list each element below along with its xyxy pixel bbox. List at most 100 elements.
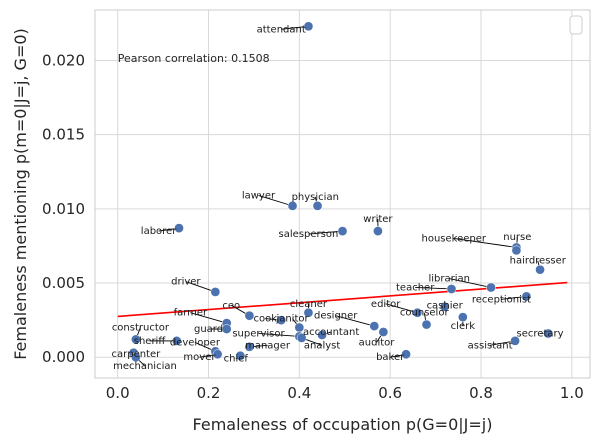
data-point bbox=[174, 223, 184, 233]
point-label: manager bbox=[245, 340, 291, 351]
data-point bbox=[171, 336, 182, 346]
data-point bbox=[210, 287, 221, 297]
data-point bbox=[510, 336, 520, 346]
y-tick-label: 0.020 bbox=[42, 51, 85, 69]
y-tick-label: 0.005 bbox=[42, 274, 85, 292]
point-label: clerk bbox=[451, 321, 476, 332]
point-label: editor bbox=[371, 299, 401, 310]
point-label: designer bbox=[314, 311, 358, 322]
leader-line bbox=[453, 238, 517, 248]
data-point bbox=[131, 352, 141, 363]
pearson-annotation: Pearson correlation: 0.1508 bbox=[118, 52, 270, 65]
data-point bbox=[235, 350, 246, 361]
point-label: baker bbox=[376, 352, 405, 363]
point-label: attendant bbox=[257, 24, 306, 35]
data-point bbox=[296, 333, 307, 343]
point-label: carpenter bbox=[111, 349, 161, 360]
leader-line bbox=[308, 230, 343, 235]
point-label: lawyer bbox=[242, 190, 276, 201]
data-point bbox=[317, 330, 327, 340]
point-label: farmer bbox=[174, 308, 208, 319]
data-points bbox=[128, 21, 554, 363]
leader-line bbox=[415, 287, 452, 290]
point-label: salesperson bbox=[279, 229, 339, 240]
data-point bbox=[511, 245, 522, 256]
point-label: teacher bbox=[396, 282, 435, 293]
point-label: physician bbox=[292, 192, 339, 203]
data-point bbox=[303, 21, 314, 32]
x-axis-ticks: 0.0 0.2 0.4 0.6 0.8 1.0 bbox=[106, 384, 584, 402]
point-label: hairdresser bbox=[510, 256, 567, 267]
point-label: guard bbox=[194, 324, 223, 335]
point-label: mechanician bbox=[113, 361, 177, 372]
x-axis-label: Femaleness of occupation p(G=0|J=j) bbox=[193, 415, 493, 434]
point-label: laborer bbox=[141, 226, 177, 237]
data-point bbox=[457, 312, 468, 323]
point-label: mover bbox=[183, 352, 216, 363]
data-point bbox=[369, 321, 380, 331]
point-label: janitor bbox=[275, 314, 309, 325]
x-tick-label: 0.6 bbox=[378, 384, 402, 402]
x-tick-label: 1.0 bbox=[560, 384, 584, 402]
x-tick-label: 0.2 bbox=[197, 384, 221, 402]
data-point bbox=[287, 201, 298, 211]
x-tick-label: 0.8 bbox=[469, 384, 493, 402]
leader-line bbox=[449, 278, 492, 288]
point-label: analyst bbox=[304, 340, 341, 351]
point-label: accountant bbox=[303, 327, 359, 338]
point-labels: attendant laborer lawyer physician salespers… bbox=[111, 24, 566, 372]
point-label: writer bbox=[363, 214, 393, 225]
data-point bbox=[244, 341, 255, 352]
data-point bbox=[446, 284, 457, 294]
data-point bbox=[521, 291, 532, 302]
data-point bbox=[312, 201, 323, 211]
point-label: receptionist bbox=[472, 294, 531, 305]
data-point bbox=[439, 301, 450, 312]
y-tick-label: 0.015 bbox=[42, 126, 85, 144]
leader-line bbox=[385, 303, 418, 314]
legend-box bbox=[569, 15, 583, 35]
data-point bbox=[378, 327, 389, 337]
leader-line bbox=[258, 333, 300, 337]
point-label: supervisor bbox=[232, 328, 285, 339]
data-point bbox=[212, 349, 223, 360]
point-label: constructor bbox=[112, 323, 170, 334]
point-label: housekeeper bbox=[422, 233, 487, 244]
point-label: driver bbox=[171, 277, 201, 288]
point-label: counselor bbox=[400, 308, 450, 319]
point-label: secretary bbox=[517, 328, 564, 339]
x-tick-label: 0.4 bbox=[287, 384, 311, 402]
point-label: sheriff bbox=[134, 336, 167, 347]
data-point bbox=[535, 264, 545, 275]
data-point bbox=[303, 307, 314, 318]
leader-line bbox=[258, 195, 293, 207]
y-axis-ticks: 0.000 0.005 0.010 0.015 0.020 bbox=[42, 51, 85, 366]
x-tick-label: 0.0 bbox=[106, 384, 130, 402]
leader-line bbox=[335, 315, 375, 327]
leader-line bbox=[190, 312, 227, 324]
point-label: assistant bbox=[468, 340, 513, 351]
data-point bbox=[276, 315, 287, 325]
data-point bbox=[543, 328, 554, 339]
point-label: auditor bbox=[359, 337, 396, 348]
data-point bbox=[221, 324, 232, 334]
leader-line bbox=[185, 281, 216, 293]
data-point bbox=[373, 226, 383, 236]
point-label: cashier bbox=[427, 300, 464, 311]
point-label: developer bbox=[170, 337, 221, 348]
y-tick-label: 0.000 bbox=[42, 348, 85, 366]
data-point bbox=[337, 226, 348, 236]
point-label: ceo bbox=[222, 300, 240, 311]
point-label: chief bbox=[224, 354, 249, 365]
point-label: cleaner bbox=[290, 299, 328, 310]
point-label: nurse bbox=[503, 232, 531, 243]
data-point bbox=[486, 282, 496, 293]
data-point bbox=[412, 307, 423, 318]
plot-frame bbox=[94, 9, 591, 379]
data-point bbox=[421, 319, 432, 330]
point-label: librarian bbox=[428, 274, 470, 285]
grid-lines bbox=[95, 10, 590, 378]
data-point bbox=[131, 334, 141, 345]
data-point bbox=[244, 310, 255, 321]
